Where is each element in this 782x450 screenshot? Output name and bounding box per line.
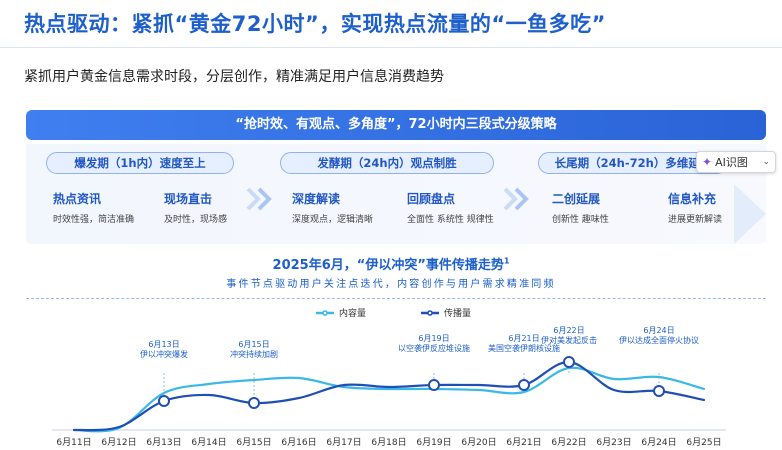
x-tick-label: 6月25日 [686,437,721,448]
phase-item-desc: 创新性 趣味性 [552,215,609,225]
series-line-spread [72,360,706,432]
annotation-label: 以空袭伊反应堆设施 [398,343,470,353]
annotation-label: 伊以达成全面停火协议 [619,335,699,345]
annotation-label: 6月15日 [238,340,269,349]
annotation-label: 伊以冲突爆发 [140,349,188,359]
legend-marker [427,310,433,316]
x-axis-ticks: 6月11日 6月12日 6月13日 6月14日 6月15日 6月16日 6月17日 6月18日… [56,437,721,448]
legend-marker [322,310,328,316]
page-title: 热点驱动：紧抓“黄金72小时”，实现热点流量的“一鱼多吃” [24,12,606,36]
page-subtitle: 紧抓用户黄金信息需求时段，分层创作，精准满足用户信息消费趋势 [24,69,444,85]
legend-label: 传播量 [444,307,471,319]
phase-panel: 爆发期（1h内）速度至上 发酵期（24h内）观点制胜 长尾期（24h-72h）多… [26,144,766,244]
x-tick-label: 6月14日 [191,437,226,448]
strategy-banner: “抢时效、有观点、多角度”，72小时内三段式分级策略 [26,110,766,140]
ai-sparkle-icon: ✦ [702,155,713,169]
x-tick-label: 6月11日 [56,437,91,448]
ai-button-label: AI识图 [715,156,748,169]
chart-title-footnote: 1 [503,256,510,266]
x-tick-label: 6月13日 [146,437,181,448]
chevron-right-icon [246,187,272,211]
annotation-label: 美国空袭伊朗核设施 [488,343,560,353]
phase-item-desc: 深度观点，逻辑清晰 [292,215,374,225]
event-marker [158,395,170,407]
x-tick-label: 6月12日 [101,437,136,448]
chart-title-text: 2025年6月，“伊以冲突”事件传播走势 [272,258,504,273]
ai-image-recognition-button[interactable]: ✦ AI识图 ⌄ [696,151,776,173]
event-marker [653,385,665,397]
series-lines [72,360,706,433]
x-tick-label: 6月23日 [596,437,631,448]
phase-pill-longtail: 长尾期（24h-72h）多维延伸 [538,152,728,174]
phase-item-desc: 及时性，现场感 [164,215,228,225]
annotation-label: 6月24日 [643,326,674,335]
chevron-down-icon[interactable]: ⌄ [762,157,770,167]
phase-item-title: 深度解读 [292,192,341,206]
x-tick-label: 6月15日 [236,437,271,448]
chevron-right-icon [503,187,529,211]
phase-item-title: 热点资讯 [53,192,102,206]
x-tick-label: 6月19日 [416,437,451,448]
annotation-label: 冲突持续加剧 [230,349,278,359]
event-marker [428,379,440,391]
event-marker [248,397,260,409]
spread-trend-chart: 内容量 传播量 6月11日 6月12日 6月13日 6月14日 6月15日 6月16日 6月1… [52,307,726,448]
x-tick-label: 6月16日 [281,437,316,448]
event-marker [563,356,575,368]
annotation-label: 6月19日 [418,334,449,343]
phase-item-desc: 时效性强，简洁准确 [53,215,135,225]
phase-item-title: 回顾盘点 [407,192,456,206]
series-line-content [72,366,706,433]
annotation-label: 伊对美发起反击 [541,335,597,345]
x-tick-label: 6月24日 [641,437,676,448]
chart-title: 2025年6月，“伊以冲突”事件传播走势1 [0,254,782,273]
event-marker [518,379,530,391]
phase-item-desc: 进展更新解读 [668,215,723,225]
annotation-label: 6月22日 [553,326,584,335]
title-divider [0,47,782,48]
legend-label: 内容量 [339,307,366,319]
phase-pill-burst: 爆发期（1h内）速度至上 [46,152,234,174]
phase-item-desc: 全面性 系统性 规律性 [407,215,494,225]
x-tick-label: 6月17日 [326,437,361,448]
x-tick-label: 6月18日 [371,437,406,448]
phase-item-title: 信息补充 [668,192,717,206]
annotation-label: 6月13日 [148,340,179,349]
phase-pill-ferment: 发酵期（24h内）观点制胜 [280,152,494,174]
x-tick-label: 6月20日 [461,437,496,448]
phase-item-title: 现场直击 [164,192,213,206]
x-tick-label: 6月22日 [551,437,586,448]
chart-divider [26,298,766,299]
x-tick-label: 6月21日 [506,437,541,448]
chart-subtitle: 事件节点驱动用户关注点迭代，内容创作与用户需求精准同频 [226,279,556,290]
phase-item-title: 二创延展 [552,192,601,206]
annotation-label: 6月21日 [508,334,539,343]
panel-corner-decoration [734,184,766,244]
chart-legend: 内容量 传播量 [316,307,471,319]
